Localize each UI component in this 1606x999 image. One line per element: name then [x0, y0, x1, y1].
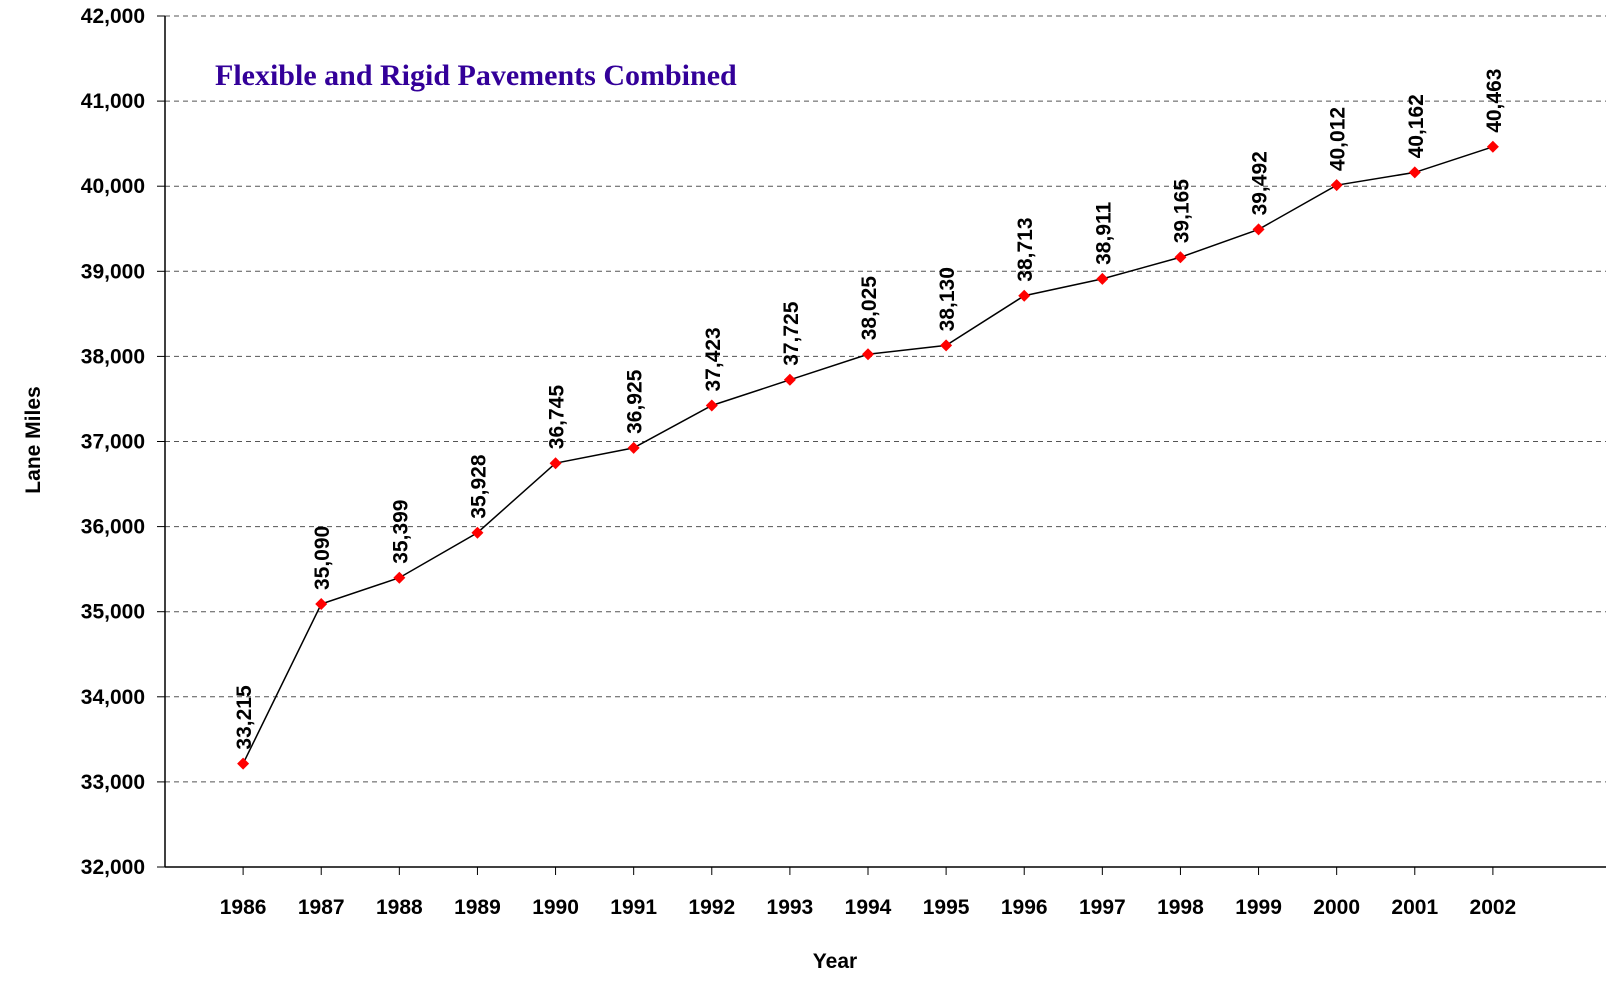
data-label: 35,090 [311, 526, 334, 590]
data-label: 36,925 [624, 369, 647, 434]
data-point [1330, 179, 1343, 192]
data-label: 37,423 [702, 327, 725, 391]
y-tick-label: 39,000 [81, 260, 145, 283]
x-tick-label: 1991 [610, 896, 657, 919]
data-label: 40,162 [1405, 94, 1428, 158]
x-tick-label: 1993 [767, 896, 814, 919]
y-tick-label: 40,000 [81, 175, 145, 198]
x-tick-label: 1988 [376, 896, 423, 919]
data-point [1408, 166, 1421, 179]
data-label: 39,165 [1170, 179, 1193, 244]
y-tick-label: 32,000 [81, 856, 145, 879]
data-label: 35,399 [389, 500, 412, 564]
x-tick-label: 1986 [220, 896, 267, 919]
x-tick-label: 2002 [1470, 896, 1517, 919]
series-line [242, 146, 1494, 764]
data-point [393, 571, 406, 584]
x-tick-label: 2000 [1313, 896, 1360, 919]
y-tick-label: 37,000 [81, 431, 145, 454]
data-label: 38,130 [936, 267, 959, 331]
data-point [705, 399, 718, 412]
data-label: 39,492 [1249, 151, 1272, 215]
x-tick-label: 1994 [845, 896, 892, 919]
x-axis-label: Year [813, 950, 857, 973]
x-tick-label: 1997 [1079, 896, 1126, 919]
y-tick-label: 33,000 [81, 771, 145, 794]
x-tick-label: 2001 [1391, 896, 1438, 919]
data-point [862, 348, 874, 361]
data-point [1252, 223, 1265, 236]
data-label: 35,928 [467, 454, 490, 519]
x-tick-label: 1987 [298, 896, 345, 919]
data-label: 38,911 [1092, 201, 1115, 264]
data-point [940, 339, 953, 352]
data-point [627, 441, 640, 454]
data-point [1096, 272, 1109, 285]
y-axis-label: Lane Miles [22, 386, 45, 493]
y-tick-label: 38,000 [81, 345, 145, 368]
data-label: 38,025 [858, 276, 881, 341]
data-label: 38,713 [1014, 217, 1037, 281]
x-tick-label: 1989 [454, 896, 501, 919]
y-tick-label: 42,000 [81, 5, 145, 28]
y-tick-label: 41,000 [81, 90, 145, 113]
data-point [471, 526, 484, 539]
y-tick-label: 34,000 [81, 686, 145, 709]
x-tick-label: 1996 [1001, 896, 1048, 919]
data-label: 33,215 [233, 685, 256, 750]
data-point [1174, 251, 1187, 264]
data-label: 36,745 [546, 385, 569, 450]
data-point [783, 373, 796, 386]
data-label: 37,725 [780, 301, 803, 366]
x-tick-label: 1990 [532, 896, 579, 919]
data-label: 40,012 [1327, 107, 1350, 171]
data-point [315, 598, 328, 611]
x-tick-label: 1995 [923, 896, 970, 919]
x-tick-label: 1999 [1235, 896, 1282, 919]
data-point [1018, 289, 1031, 302]
chart-title: Flexible and Rigid Pavements Combined [215, 59, 737, 92]
data-point [1486, 140, 1499, 153]
x-tick-label: 1992 [688, 896, 735, 919]
x-tick-label: 1998 [1157, 896, 1204, 919]
data-point [549, 457, 562, 470]
data-point [237, 757, 250, 770]
y-tick-label: 36,000 [81, 516, 145, 539]
y-tick-label: 35,000 [81, 601, 145, 624]
data-label: 40,463 [1483, 69, 1506, 133]
